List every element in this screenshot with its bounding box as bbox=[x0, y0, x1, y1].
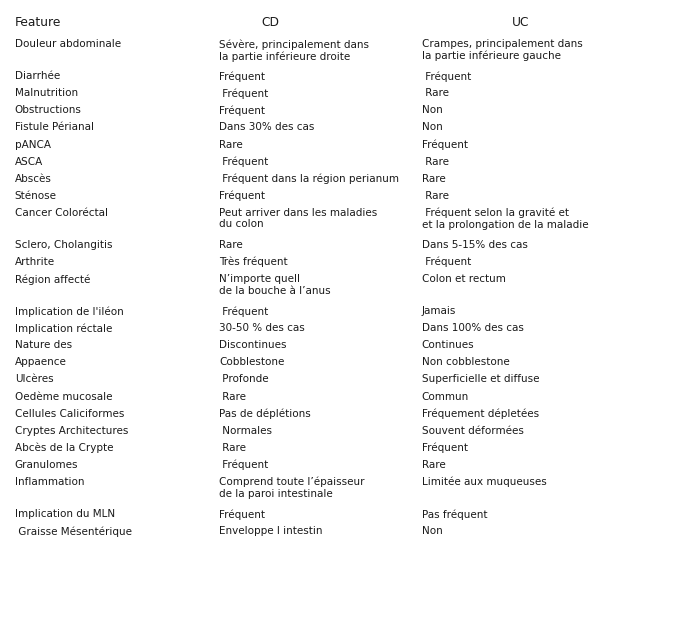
Text: Fistule Périanal: Fistule Périanal bbox=[15, 123, 94, 133]
Text: Oedème mucosale: Oedème mucosale bbox=[15, 392, 112, 402]
Text: Fréquent: Fréquent bbox=[422, 443, 468, 453]
Text: 30-50 % des cas: 30-50 % des cas bbox=[219, 323, 305, 334]
Text: Continues: Continues bbox=[422, 340, 475, 350]
Text: Fréquement dépletées: Fréquement dépletées bbox=[422, 409, 539, 419]
Text: Rare: Rare bbox=[219, 140, 243, 149]
Text: Appaence: Appaence bbox=[15, 357, 67, 368]
Text: Implication réctale: Implication réctale bbox=[15, 323, 112, 334]
Text: Non: Non bbox=[422, 105, 443, 115]
Text: Fréquent: Fréquent bbox=[219, 509, 265, 520]
Text: Implication du MLN: Implication du MLN bbox=[15, 509, 115, 519]
Text: ASCA: ASCA bbox=[15, 156, 43, 167]
Text: Rare: Rare bbox=[422, 190, 449, 201]
Text: Fréquent: Fréquent bbox=[219, 89, 269, 99]
Text: Dans 100% des cas: Dans 100% des cas bbox=[422, 323, 524, 334]
Text: Non cobblestone: Non cobblestone bbox=[422, 357, 510, 368]
Text: Abcès de la Crypte: Abcès de la Crypte bbox=[15, 443, 113, 453]
Text: Dans 30% des cas: Dans 30% des cas bbox=[219, 123, 315, 133]
Text: UC: UC bbox=[512, 16, 530, 29]
Text: Cellules Caliciformes: Cellules Caliciformes bbox=[15, 409, 124, 419]
Text: Malnutrition: Malnutrition bbox=[15, 89, 78, 99]
Text: Cobblestone: Cobblestone bbox=[219, 357, 285, 368]
Text: Cryptes Architectures: Cryptes Architectures bbox=[15, 426, 128, 436]
Text: Dans 5-15% des cas: Dans 5-15% des cas bbox=[422, 240, 528, 250]
Text: Discontinues: Discontinues bbox=[219, 340, 287, 350]
Text: Fréquent: Fréquent bbox=[422, 140, 468, 150]
Text: Non: Non bbox=[422, 526, 443, 536]
Text: Superficielle et diffuse: Superficielle et diffuse bbox=[422, 374, 539, 384]
Text: Non: Non bbox=[422, 123, 443, 133]
Text: Nature des: Nature des bbox=[15, 340, 72, 350]
Text: Rare: Rare bbox=[422, 156, 449, 167]
Text: Crampes, principalement dans
la partie inférieure gauche: Crampes, principalement dans la partie i… bbox=[422, 39, 583, 61]
Text: Commun: Commun bbox=[422, 392, 469, 402]
Text: Sténose: Sténose bbox=[15, 190, 57, 201]
Text: Fréquent: Fréquent bbox=[219, 190, 265, 201]
Text: Douleur abdominale: Douleur abdominale bbox=[15, 39, 121, 49]
Text: Rare: Rare bbox=[219, 392, 246, 402]
Text: Sclero, Cholangitis: Sclero, Cholangitis bbox=[15, 240, 112, 250]
Text: Diarrhée: Diarrhée bbox=[15, 71, 60, 81]
Text: Limitée aux muqueuses: Limitée aux muqueuses bbox=[422, 477, 547, 487]
Text: Rare: Rare bbox=[219, 443, 246, 453]
Text: Inflammation: Inflammation bbox=[15, 477, 84, 487]
Text: Fréquent: Fréquent bbox=[219, 156, 269, 167]
Text: Abscès: Abscès bbox=[15, 174, 52, 184]
Text: Profonde: Profonde bbox=[219, 374, 269, 384]
Text: Feature: Feature bbox=[15, 16, 61, 29]
Text: Implication de l'iléon: Implication de l'iléon bbox=[15, 306, 124, 317]
Text: Jamais: Jamais bbox=[422, 306, 456, 316]
Text: Fréquent: Fréquent bbox=[422, 257, 471, 267]
Text: Fréquent: Fréquent bbox=[219, 71, 265, 82]
Text: Région affecté: Région affecté bbox=[15, 274, 90, 285]
Text: Fréquent: Fréquent bbox=[219, 105, 265, 116]
Text: N’importe quell
de la bouche à l’anus: N’importe quell de la bouche à l’anus bbox=[219, 274, 331, 296]
Text: Obstructions: Obstructions bbox=[15, 105, 82, 115]
Text: pANCA: pANCA bbox=[15, 140, 51, 149]
Text: Rare: Rare bbox=[422, 89, 449, 99]
Text: Fréquent: Fréquent bbox=[219, 460, 269, 470]
Text: Granulomes: Granulomes bbox=[15, 460, 78, 470]
Text: Rare: Rare bbox=[422, 174, 446, 184]
Text: Cancer Coloréctal: Cancer Coloréctal bbox=[15, 208, 108, 218]
Text: Fréquent selon la gravité et
et la prolongation de la maladie: Fréquent selon la gravité et et la prolo… bbox=[422, 208, 589, 230]
Text: Pas fréquent: Pas fréquent bbox=[422, 509, 487, 520]
Text: Pas de déplétions: Pas de déplétions bbox=[219, 409, 311, 419]
Text: Colon et rectum: Colon et rectum bbox=[422, 274, 506, 284]
Text: Sévère, principalement dans
la partie inférieure droite: Sévère, principalement dans la partie in… bbox=[219, 39, 369, 62]
Text: Fréquent dans la région perianum: Fréquent dans la région perianum bbox=[219, 174, 400, 184]
Text: Arthrite: Arthrite bbox=[15, 257, 55, 267]
Text: Fréquent: Fréquent bbox=[219, 306, 269, 317]
Text: Peut arriver dans les maladies
du colon: Peut arriver dans les maladies du colon bbox=[219, 208, 377, 229]
Text: Rare: Rare bbox=[219, 240, 243, 250]
Text: Souvent déformées: Souvent déformées bbox=[422, 426, 524, 436]
Text: Comprend toute l’épaisseur
de la paroi intestinale: Comprend toute l’épaisseur de la paroi i… bbox=[219, 477, 365, 499]
Text: Enveloppe l intestin: Enveloppe l intestin bbox=[219, 526, 323, 536]
Text: Graisse Mésentérique: Graisse Mésentérique bbox=[15, 526, 132, 536]
Text: CD: CD bbox=[261, 16, 279, 29]
Text: Fréquent: Fréquent bbox=[422, 71, 471, 82]
Text: Ulcères: Ulcères bbox=[15, 374, 53, 384]
Text: Très fréquent: Très fréquent bbox=[219, 257, 288, 267]
Text: Normales: Normales bbox=[219, 426, 273, 436]
Text: Rare: Rare bbox=[422, 460, 446, 470]
